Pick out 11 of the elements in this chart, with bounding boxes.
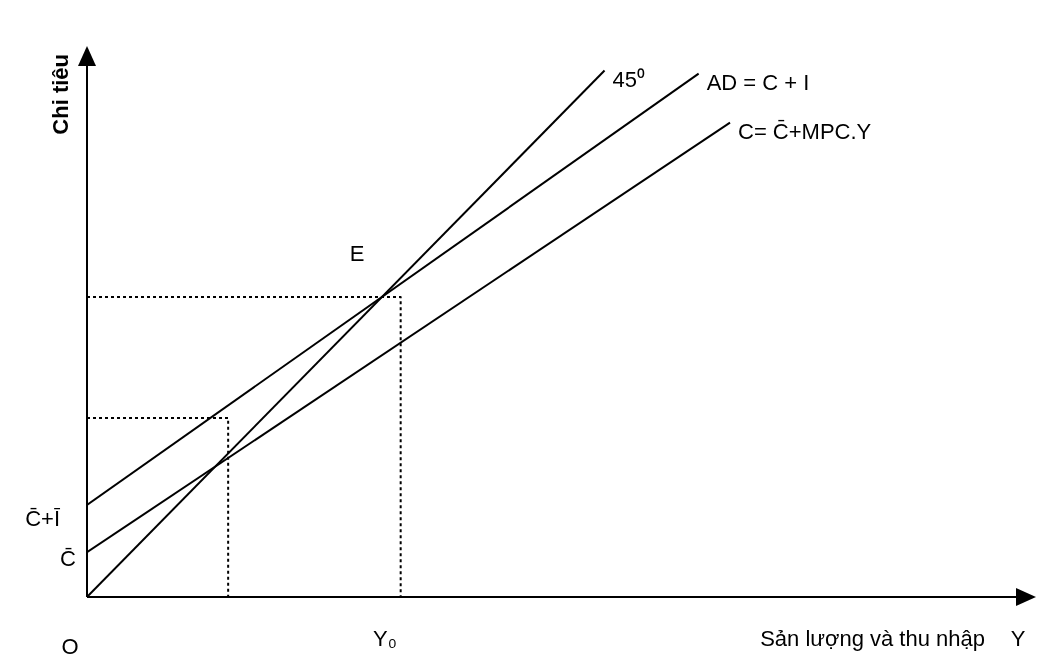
text: O xyxy=(61,634,79,660)
text: C̄+Ī xyxy=(25,506,61,532)
text: C̄ xyxy=(60,546,77,572)
series-label: 45⁰ xyxy=(612,66,646,92)
x-axis-title: Sản lượng và thu nhập xyxy=(760,626,985,652)
y-axis-title: Chi tiêu xyxy=(48,54,74,135)
annotation: E xyxy=(349,241,365,267)
series-label: C= C̄+MPC.Y xyxy=(738,118,872,144)
series-label: AD = C + I xyxy=(706,69,810,95)
text: Y₀ xyxy=(373,626,397,652)
text: Y xyxy=(1010,626,1026,652)
